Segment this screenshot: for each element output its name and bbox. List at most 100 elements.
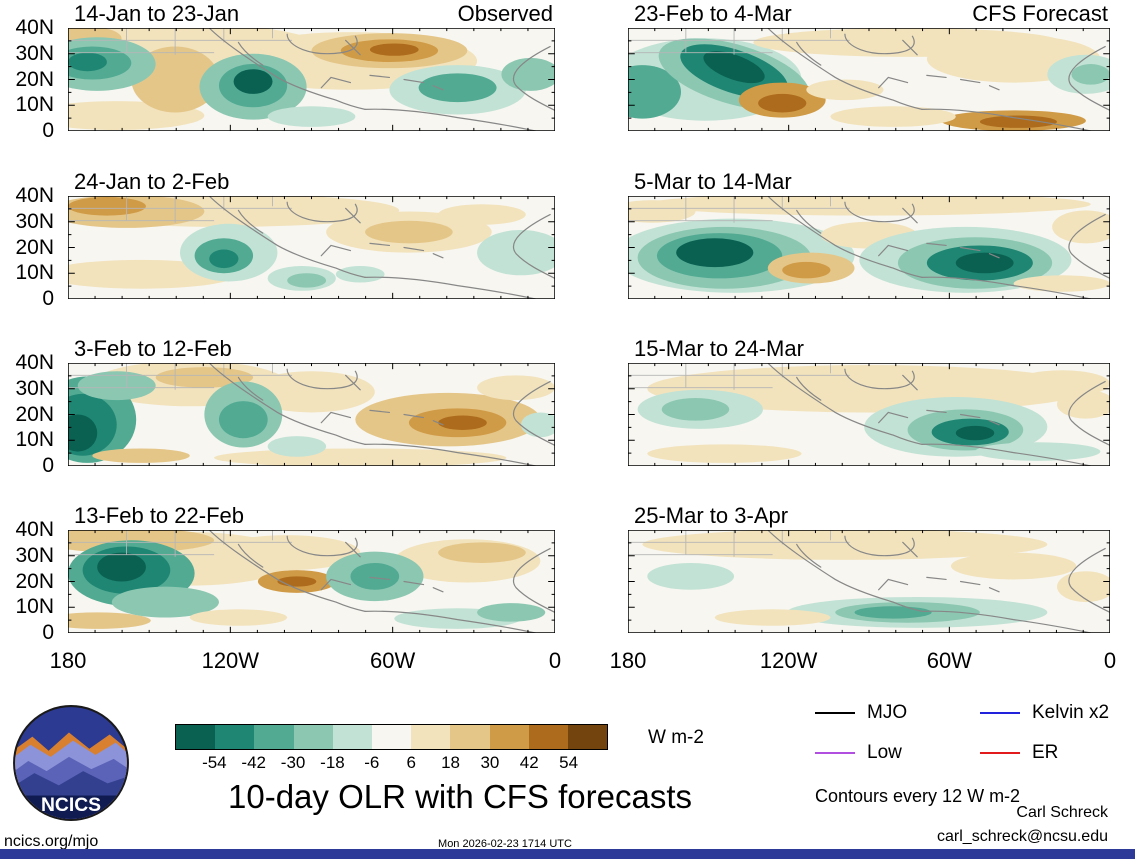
x-tick-label: 0 (1103, 648, 1117, 673)
colorbar-segment (489, 725, 529, 749)
map-panel-observed-3 (68, 363, 555, 466)
panel-title-row: 13-Feb to 22-Feb (68, 502, 555, 528)
y-tick-label: 20N (15, 67, 54, 91)
colorbar-tick-label: 54 (559, 753, 579, 772)
map-panel-forecast-1 (628, 28, 1110, 131)
colorbar-segment (293, 725, 333, 749)
colorbar-segments (175, 724, 608, 750)
x-tick-label: 180 (49, 648, 87, 673)
y-tick-label: 20N (15, 402, 54, 426)
colorbar-segment (450, 725, 490, 749)
contour-interval-note: Contours every 12 W m-2 (815, 786, 1021, 806)
y-axis-labels: 40N 30N 20N 10N 0 (0, 185, 62, 310)
ncics-logo-graphic: NCICS (13, 705, 129, 821)
mjo-line-swatch (815, 711, 855, 715)
y-tick-label: 10N (15, 428, 54, 452)
credit-name: Carl Schreck (1016, 804, 1108, 821)
map-panel-forecast-3 (628, 363, 1110, 466)
panel-title: 13-Feb to 22-Feb (74, 503, 244, 528)
colorbar-segment (254, 725, 294, 749)
er-line-swatch (980, 751, 1020, 755)
x-tick-label: 60W (926, 648, 972, 673)
y-tick-label: 30N (15, 376, 54, 400)
kelvin-line-swatch (980, 711, 1020, 715)
bottom-bar (0, 849, 1135, 859)
y-tick-label: 40N (15, 351, 54, 374)
y-tick-label: 20N (15, 235, 54, 259)
colorbar-tick-label: -42 (241, 753, 267, 772)
low-line-swatch (815, 751, 855, 755)
colorbar-segment (528, 725, 568, 749)
legend-item-mjo: MJO (815, 702, 980, 724)
colorbar-units-label: W m-2 (648, 727, 704, 748)
panel-title-row: 14-Jan to 23-Jan Observed (68, 0, 555, 26)
y-tick-label: 30N (15, 209, 54, 233)
legend-label: MJO (867, 702, 908, 723)
column-label-cfs-forecast: CFS Forecast (972, 1, 1108, 26)
y-axis-labels: 40N 30N 20N 10N 0 (0, 352, 62, 477)
y-axis-labels: 40N 30N 20N 10N 0 (0, 17, 62, 142)
colorbar-tick-label: -18 (320, 753, 345, 772)
panel-title: 24-Jan to 2-Feb (74, 169, 230, 194)
x-axis-labels: 180 120W 60W 0 (50, 648, 561, 676)
colorbar: -54 -42 -30 -18 -6 6 18 30 42 54 (175, 724, 608, 772)
column-label-observed: Observed (457, 1, 553, 26)
y-tick-label: 40N (15, 16, 54, 39)
colorbar-labels: -54 -42 -30 -18 -6 6 18 30 42 54 (175, 753, 608, 773)
colorbar-tick-label: -54 (202, 753, 227, 772)
olr-anomaly-map (628, 363, 1110, 466)
legend-item-er: ER (980, 742, 1115, 764)
y-tick-label: 20N (15, 569, 54, 593)
legend-label: Low (867, 742, 902, 763)
y-tick-label: 10N (15, 595, 54, 619)
panel-title: 15-Mar to 24-Mar (634, 336, 804, 361)
map-panel-forecast-2 (628, 196, 1110, 299)
y-tick-label: 10N (15, 93, 54, 117)
olr-anomaly-map (628, 196, 1110, 299)
colorbar-segment (567, 725, 608, 749)
colorbar-tick-label: 42 (519, 753, 539, 772)
olr-anomaly-map (68, 363, 555, 466)
panel-title: 3-Feb to 12-Feb (74, 336, 232, 361)
panel-title: 5-Mar to 14-Mar (634, 169, 792, 194)
contour-legend: MJO Kelvin x2 Low ER (815, 702, 1115, 764)
colorbar-tick-label: 6 (406, 753, 416, 772)
legend-item-low: Low (815, 742, 980, 764)
panel-title-row: 15-Mar to 24-Mar (628, 335, 1110, 361)
colorbar-segment (411, 725, 451, 749)
ncics-logo: NCICS (10, 702, 132, 824)
x-tick-label: 120W (759, 648, 818, 673)
site-link: ncics.org/mjo (4, 833, 99, 850)
panel-title: 25-Mar to 3-Apr (634, 503, 789, 528)
y-tick-label: 0 (42, 119, 54, 142)
x-tick-label: 60W (370, 648, 416, 673)
figure-title: 10-day OLR with CFS forecasts (228, 778, 692, 815)
y-tick-label: 10N (15, 261, 54, 285)
colorbar-segment (215, 725, 255, 749)
olr-anomaly-map (68, 28, 555, 131)
panel-title-row: 23-Feb to 4-Mar CFS Forecast (628, 0, 1110, 26)
legend-label: Kelvin x2 (1032, 702, 1110, 723)
colorbar-tick-label: -6 (364, 753, 380, 772)
y-axis-labels: 40N 30N 20N 10N 0 (0, 519, 62, 644)
y-tick-label: 30N (15, 41, 54, 65)
x-tick-label: 0 (548, 648, 562, 673)
colorbar-segment (176, 725, 216, 749)
colorbar-segment (332, 725, 372, 749)
legend-item-kelvin: Kelvin x2 (980, 702, 1115, 724)
panel-title-row: 25-Mar to 3-Apr (628, 502, 1110, 528)
map-panel-observed-4 (68, 530, 555, 633)
panel-title: 14-Jan to 23-Jan (74, 1, 240, 26)
colorbar-tick-label: 18 (441, 753, 460, 772)
colorbar-tick-label: -30 (280, 753, 306, 772)
x-axis-labels: 180 120W 60W 0 (610, 648, 1116, 676)
y-tick-label: 40N (15, 518, 54, 541)
y-tick-label: 30N (15, 543, 54, 567)
y-tick-label: 40N (15, 184, 54, 207)
olr-anomaly-map (628, 530, 1110, 633)
credit-email: carl_schreck@ncsu.edu (937, 828, 1108, 845)
map-panel-observed-1 (68, 28, 555, 131)
y-tick-label: 0 (42, 287, 54, 310)
map-panel-observed-2 (68, 196, 555, 299)
